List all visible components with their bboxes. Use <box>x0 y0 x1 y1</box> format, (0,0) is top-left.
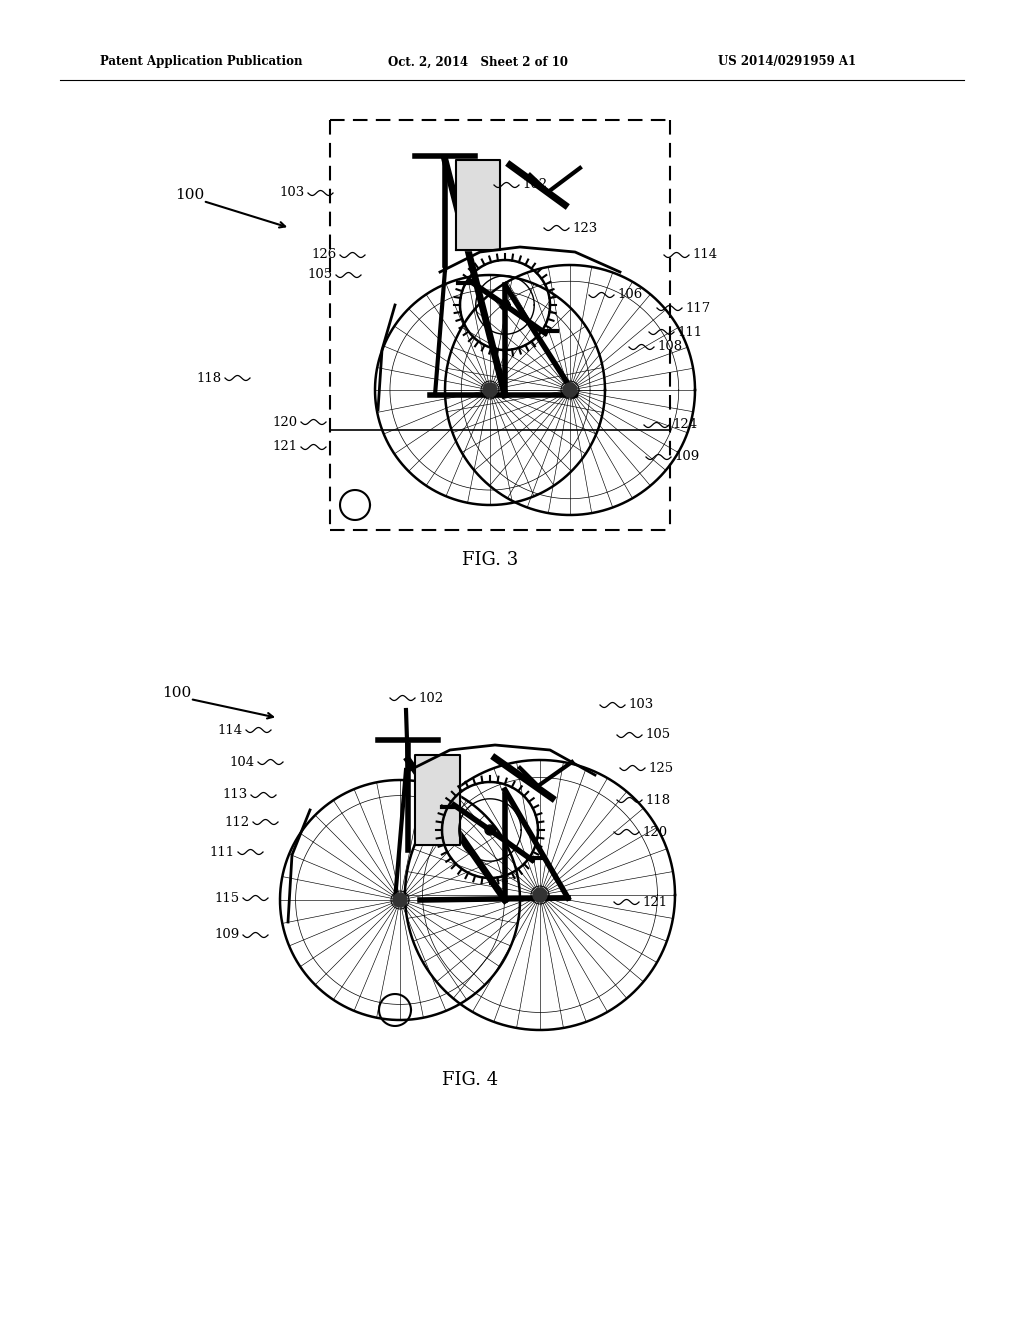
Text: 123: 123 <box>572 222 597 235</box>
Polygon shape <box>534 888 547 902</box>
Text: 108: 108 <box>657 341 682 354</box>
Text: 114: 114 <box>218 723 243 737</box>
Text: 126: 126 <box>311 248 337 261</box>
Text: 113: 113 <box>223 788 248 801</box>
Text: 115: 115 <box>215 891 240 904</box>
Text: 109: 109 <box>674 450 699 463</box>
Text: 118: 118 <box>197 371 222 384</box>
Text: US 2014/0291959 A1: US 2014/0291959 A1 <box>718 55 856 69</box>
Text: 100: 100 <box>162 686 191 700</box>
Text: 125: 125 <box>648 762 673 775</box>
Text: 121: 121 <box>272 441 298 454</box>
Polygon shape <box>486 826 494 834</box>
Text: 109: 109 <box>215 928 240 941</box>
Text: 120: 120 <box>642 825 667 838</box>
Text: 118: 118 <box>645 793 670 807</box>
Polygon shape <box>501 301 509 309</box>
Text: FIG. 3: FIG. 3 <box>462 550 518 569</box>
Polygon shape <box>456 160 500 249</box>
Text: 106: 106 <box>617 289 642 301</box>
Text: 114: 114 <box>692 248 717 261</box>
Text: 105: 105 <box>308 268 333 281</box>
Text: 121: 121 <box>642 895 667 908</box>
Text: 104: 104 <box>229 755 255 768</box>
Text: 102: 102 <box>418 692 443 705</box>
Text: 103: 103 <box>628 698 653 711</box>
Polygon shape <box>415 755 460 845</box>
Text: 105: 105 <box>645 729 670 742</box>
Text: 111: 111 <box>677 326 702 338</box>
Polygon shape <box>393 894 407 907</box>
Text: Patent Application Publication: Patent Application Publication <box>100 55 302 69</box>
Text: 120: 120 <box>272 416 298 429</box>
Text: 103: 103 <box>280 186 305 199</box>
Polygon shape <box>563 383 577 397</box>
Text: Oct. 2, 2014   Sheet 2 of 10: Oct. 2, 2014 Sheet 2 of 10 <box>388 55 568 69</box>
Text: 111: 111 <box>210 846 234 858</box>
Text: 117: 117 <box>685 301 711 314</box>
Text: 124: 124 <box>672 418 697 432</box>
Text: 102: 102 <box>522 178 547 191</box>
Text: 112: 112 <box>225 816 250 829</box>
Polygon shape <box>483 383 497 397</box>
Text: 100: 100 <box>175 187 204 202</box>
Text: FIG. 4: FIG. 4 <box>442 1071 498 1089</box>
